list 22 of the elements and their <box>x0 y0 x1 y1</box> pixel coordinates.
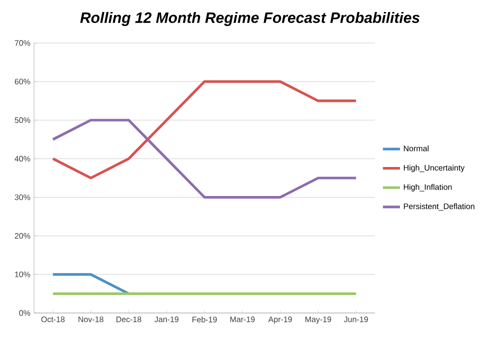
legend-label: Normal <box>404 145 429 152</box>
x-tick-label: Nov-18 <box>78 316 104 322</box>
y-tick-label: 70% <box>14 40 30 46</box>
x-tick-label: Oct-18 <box>41 316 65 322</box>
x-tick-label: Apr-19 <box>268 316 292 324</box>
x-tick-label: Jun-19 <box>344 316 368 322</box>
y-tick-label: 0% <box>19 310 30 316</box>
x-tick-label: Dec-18 <box>116 316 142 322</box>
legend-label: High_Uncertainty <box>404 164 465 172</box>
legend-label: Persistent_Deflation <box>404 203 474 211</box>
y-tick-label: 20% <box>14 233 30 239</box>
chart-title: Rolling 12 Month Regime Forecast Probabilities <box>80 12 420 26</box>
y-tick-label: 40% <box>14 156 30 162</box>
y-tick-label: 10% <box>15 272 30 278</box>
x-tick-label: Mar-19 <box>230 316 255 322</box>
x-tick-label: Jan-19 <box>154 316 178 322</box>
x-tick-label: Feb-19 <box>192 316 217 322</box>
y-tick-label: 30% <box>14 194 30 200</box>
y-tick-label: 60% <box>14 78 30 84</box>
y-tick-label: 50% <box>14 117 30 123</box>
legend-label: High_Inflation <box>404 184 452 192</box>
x-tick-label: May-19 <box>305 316 332 324</box>
